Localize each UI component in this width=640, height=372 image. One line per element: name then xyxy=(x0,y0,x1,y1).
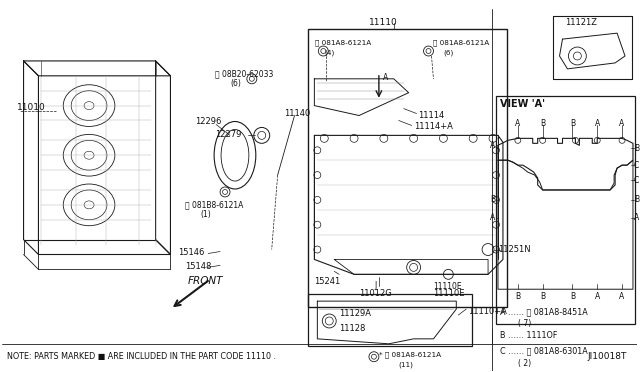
Text: (4): (4) xyxy=(324,49,335,55)
Text: B: B xyxy=(634,144,639,153)
Text: Ⓓ 08B20-62033: Ⓓ 08B20-62033 xyxy=(215,69,273,78)
Text: * Ⓑ 081A8-6121A: * Ⓑ 081A8-6121A xyxy=(379,352,441,358)
Text: (6): (6) xyxy=(444,49,454,55)
Text: 11140: 11140 xyxy=(285,109,311,118)
Text: J: J xyxy=(374,281,376,290)
Text: 15146: 15146 xyxy=(179,247,205,257)
Text: 15241: 15241 xyxy=(314,277,340,286)
Text: B: B xyxy=(490,195,495,204)
Text: B: B xyxy=(570,292,575,301)
Text: Ⓑ 081B8-6121A: Ⓑ 081B8-6121A xyxy=(186,200,244,209)
Text: 11251N: 11251N xyxy=(498,245,531,254)
Text: B: B xyxy=(540,292,545,301)
Text: B: B xyxy=(570,119,575,128)
Text: 11114: 11114 xyxy=(419,110,445,119)
Text: Ⓑ 081A8-6121A: Ⓑ 081A8-6121A xyxy=(433,39,490,46)
Text: (1): (1) xyxy=(200,210,211,219)
Text: B: B xyxy=(540,119,545,128)
Text: B …… 1111OF: B …… 1111OF xyxy=(500,331,557,340)
Text: C: C xyxy=(634,161,639,170)
Bar xyxy=(496,96,635,324)
Bar xyxy=(308,294,472,346)
Text: A: A xyxy=(620,292,625,301)
Text: 11110+A: 11110+A xyxy=(468,307,507,316)
Text: 11012G: 11012G xyxy=(359,289,392,298)
Text: NOTE: PARTS MARKED ■ ARE INCLUDED IN THE PART CODE 11110 .: NOTE: PARTS MARKED ■ ARE INCLUDED IN THE… xyxy=(6,352,276,361)
Text: C: C xyxy=(634,176,639,185)
Text: (6): (6) xyxy=(230,79,241,88)
Text: FRONT: FRONT xyxy=(188,276,223,286)
Text: A: A xyxy=(620,119,625,128)
Text: ( 7): ( 7) xyxy=(518,319,531,328)
Text: Ⓑ 081A8-6121A: Ⓑ 081A8-6121A xyxy=(316,39,372,46)
Text: A …… Ⓑ 081A8-8451A: A …… Ⓑ 081A8-8451A xyxy=(500,307,588,316)
Text: 15148: 15148 xyxy=(186,262,212,272)
Text: 11121Z: 11121Z xyxy=(566,18,598,27)
Text: 11010: 11010 xyxy=(17,103,45,112)
Bar xyxy=(308,29,507,307)
Text: C …… Ⓑ 081A8-6301A: C …… Ⓑ 081A8-6301A xyxy=(500,347,588,356)
Text: A: A xyxy=(383,73,388,82)
Text: 11110E: 11110E xyxy=(433,289,465,298)
Text: 11114+A: 11114+A xyxy=(413,122,452,131)
Text: 11110E: 11110E xyxy=(433,282,462,291)
Text: A: A xyxy=(515,119,520,128)
Text: 11110: 11110 xyxy=(369,18,397,27)
Text: A: A xyxy=(595,292,600,301)
Text: JI10018T: JI10018T xyxy=(588,352,627,361)
Text: A: A xyxy=(490,213,495,222)
Text: 12279: 12279 xyxy=(215,131,241,140)
Text: A: A xyxy=(634,213,639,222)
Text: VIEW 'A': VIEW 'A' xyxy=(500,99,545,109)
Text: 11128: 11128 xyxy=(339,324,365,333)
Text: 11129A: 11129A xyxy=(339,309,371,318)
Text: B: B xyxy=(634,195,639,204)
Text: A: A xyxy=(490,141,495,150)
Text: 12296: 12296 xyxy=(195,116,221,125)
Text: B: B xyxy=(515,292,520,301)
Text: ( 2): ( 2) xyxy=(518,359,531,368)
Text: A: A xyxy=(595,119,600,128)
Text: (11): (11) xyxy=(399,362,413,368)
